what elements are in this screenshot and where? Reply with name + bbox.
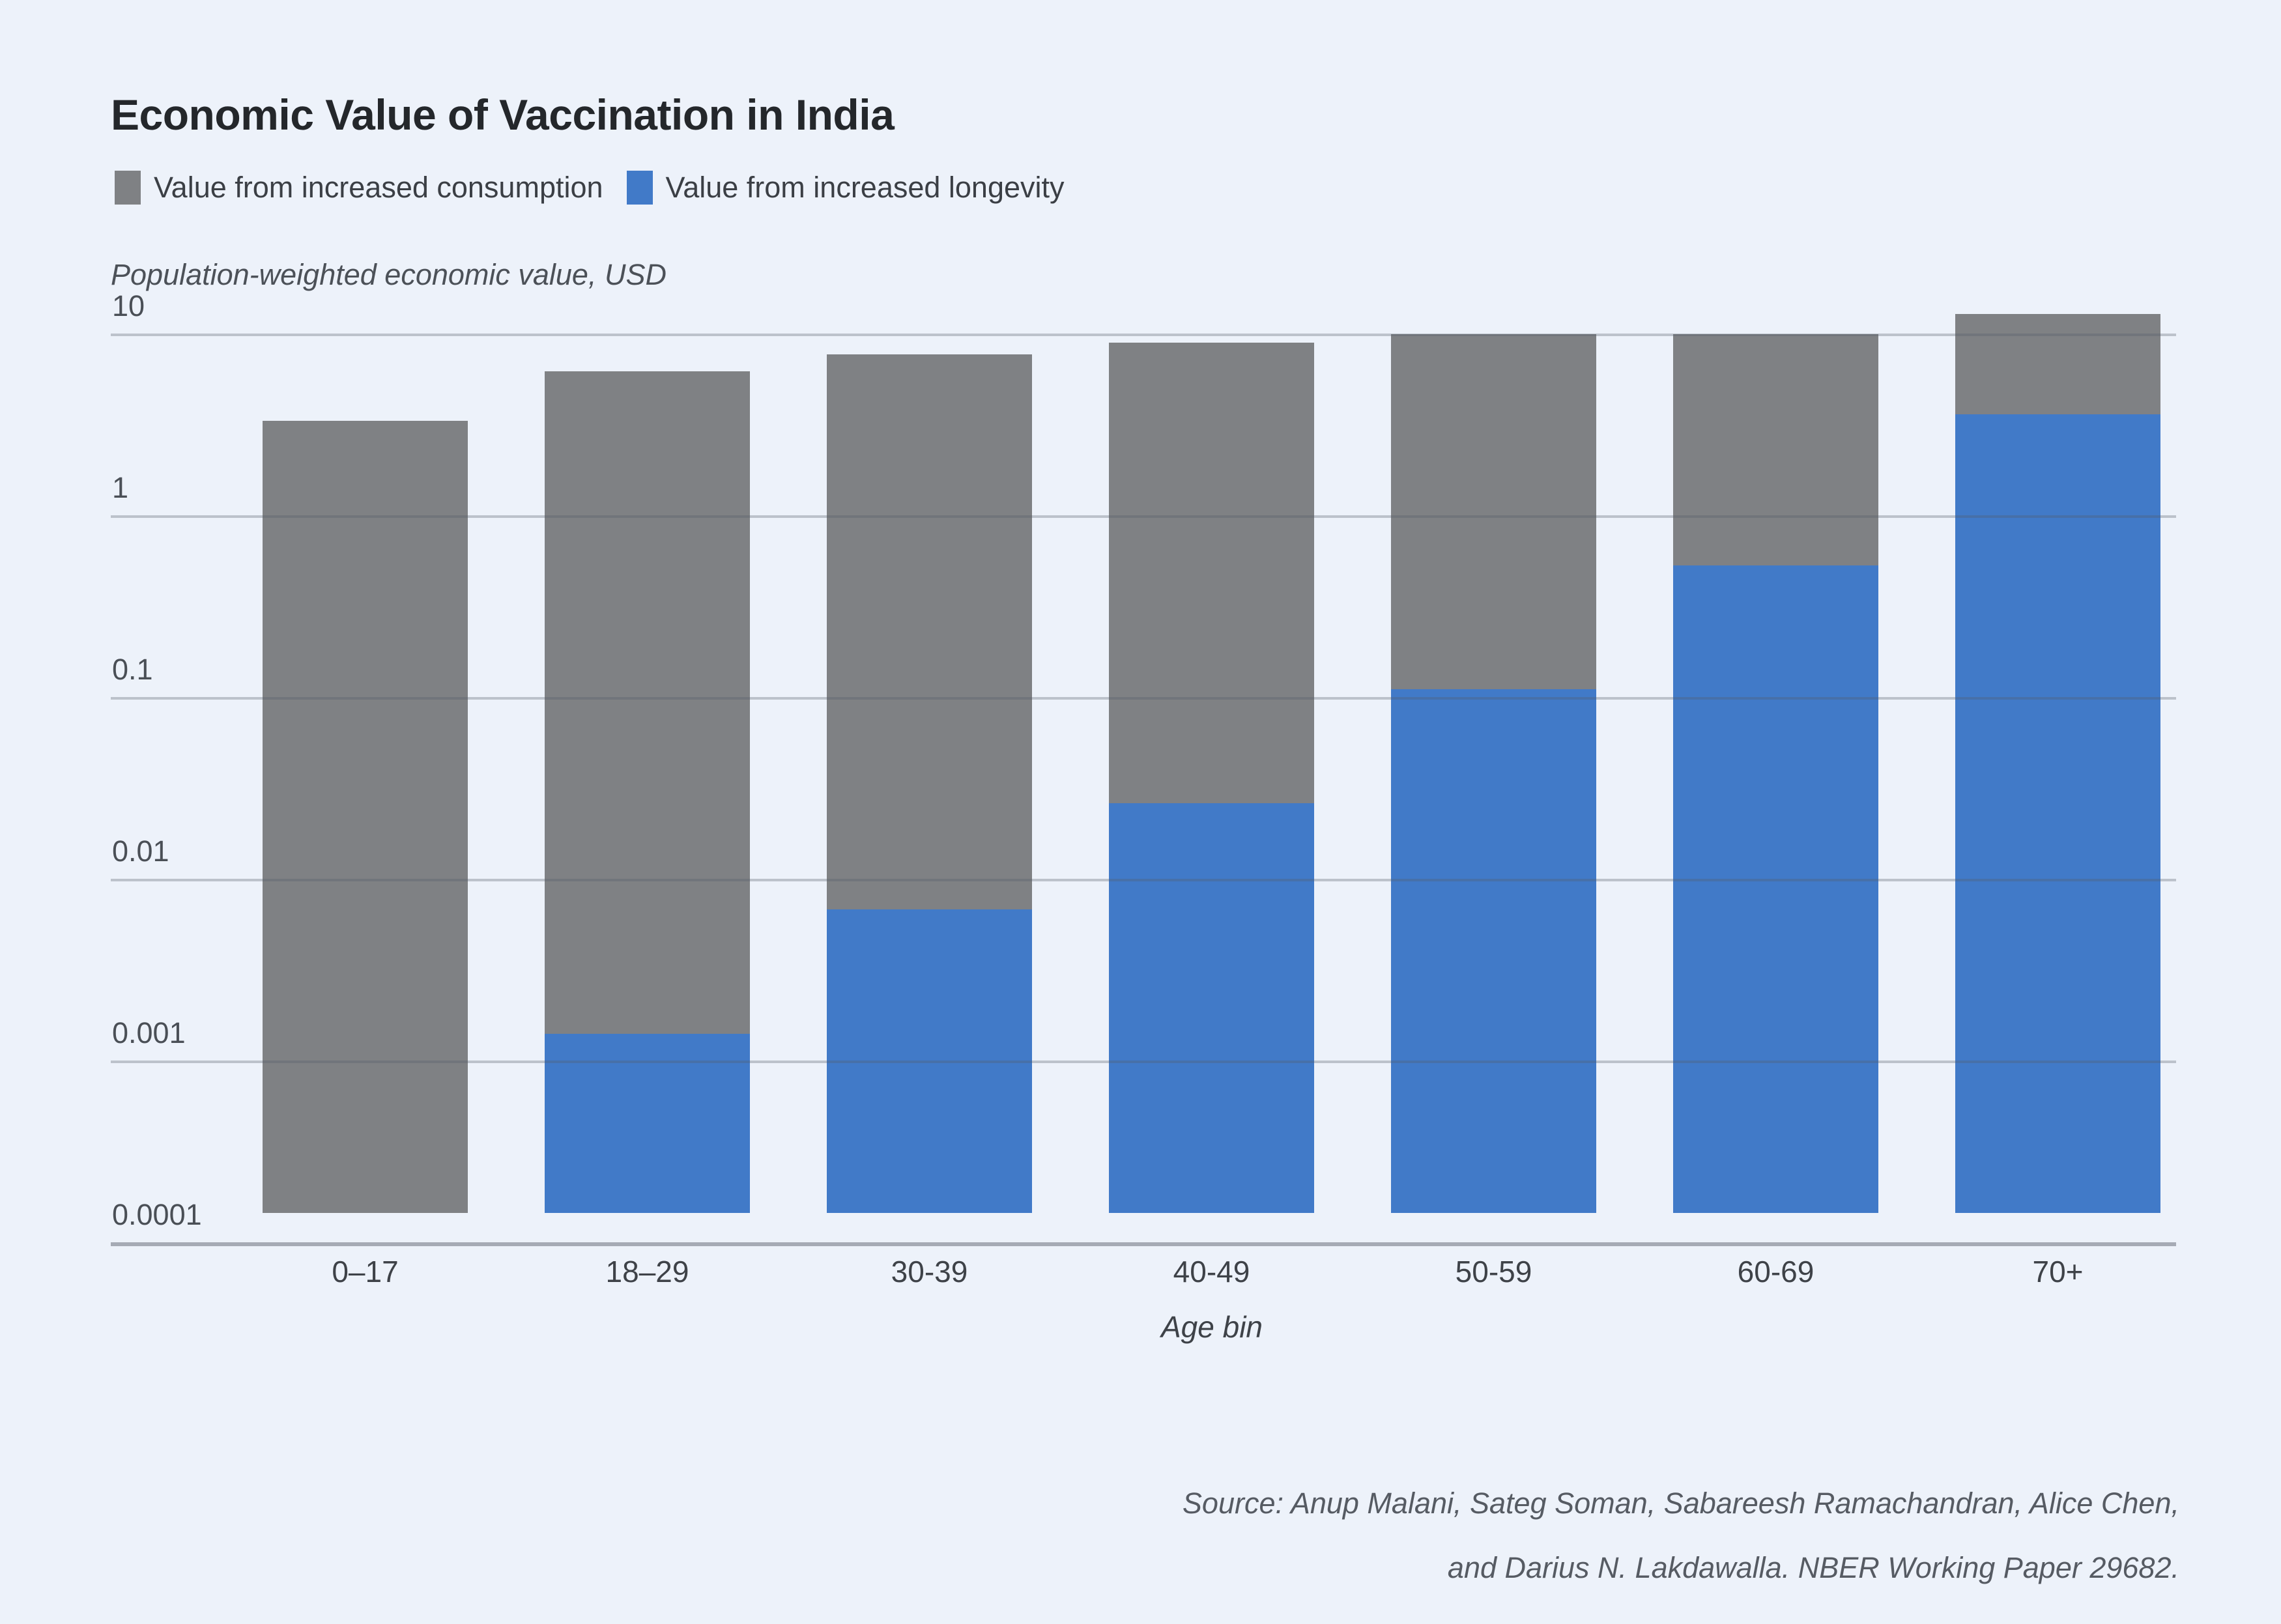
source-note: Source: Anup Malani, Sateg Soman, Sabare…: [1183, 1471, 2179, 1600]
bar-70+-longevity-segment: [1955, 414, 2160, 1213]
x-tick-label-40-49: 40-49: [1173, 1255, 1250, 1289]
bar-18–29-longevity-segment: [545, 1034, 750, 1213]
bar-0–17-consumption-segment: [263, 421, 468, 1213]
x-tick-label-30-39: 30-39: [891, 1255, 968, 1289]
legend-label-longevity: Value from increased longevity: [665, 171, 1065, 204]
y-tick-label-0.001: 0.001: [112, 1016, 186, 1049]
chart-title: Economic Value of Vaccination in India: [111, 91, 895, 139]
y-tick-label-1: 1: [112, 471, 129, 504]
y-tick-label-10: 10: [112, 289, 145, 322]
y-tick-label-0.1: 0.1: [112, 653, 153, 686]
bar-18–29-consumption-segment: [545, 371, 750, 1034]
bar-40-49-consumption-segment: [1109, 343, 1314, 803]
x-tick-label-18–29: 18–29: [605, 1255, 689, 1289]
y-tick-label-0.0001: 0.0001: [112, 1198, 202, 1231]
y-axis-title: Population-weighted economic value, USD: [111, 258, 667, 291]
y-gridline-1: [111, 515, 2176, 518]
legend: Value from increased consumption Value f…: [115, 171, 1065, 205]
y-gridline-0.1: [111, 697, 2176, 700]
x-tick-label-70+: 70+: [2032, 1255, 2084, 1289]
bar-30-39-consumption-segment: [827, 354, 1032, 909]
y-gridline-0.01: [111, 879, 2176, 881]
x-tick-label-50-59: 50-59: [1455, 1255, 1532, 1289]
bar-70+-consumption-segment: [1955, 314, 2160, 414]
y-gridline-10: [111, 334, 2176, 336]
bar-60-69-longevity-segment: [1673, 565, 1878, 1213]
source-line-1: Source: Anup Malani, Sateg Soman, Sabare…: [1182, 1487, 2179, 1520]
x-axis-line: [111, 1242, 2176, 1246]
bar-50-59-consumption-segment: [1391, 334, 1596, 689]
x-tick-label-60-69: 60-69: [1737, 1255, 1815, 1289]
bar-40-49-longevity-segment: [1109, 803, 1314, 1213]
longevity-swatch-icon: [626, 171, 653, 205]
legend-item-longevity: Value from increased longevity: [626, 171, 1065, 205]
legend-item-consumption: Value from increased consumption: [115, 171, 603, 205]
bar-60-69-consumption-segment: [1673, 334, 1878, 565]
x-tick-label-0–17: 0–17: [332, 1255, 399, 1289]
bar-50-59-longevity-segment: [1391, 689, 1596, 1213]
bar-30-39-longevity-segment: [827, 909, 1032, 1213]
y-gridline-0.001: [111, 1061, 2176, 1063]
x-axis-title: Age bin: [1160, 1310, 1263, 1344]
y-tick-label-0.01: 0.01: [112, 834, 169, 868]
legend-label-consumption: Value from increased consumption: [154, 171, 603, 204]
source-line-2: and Darius N. Lakdawalla. NBER Working P…: [1447, 1551, 2179, 1584]
consumption-swatch-icon: [115, 171, 141, 205]
